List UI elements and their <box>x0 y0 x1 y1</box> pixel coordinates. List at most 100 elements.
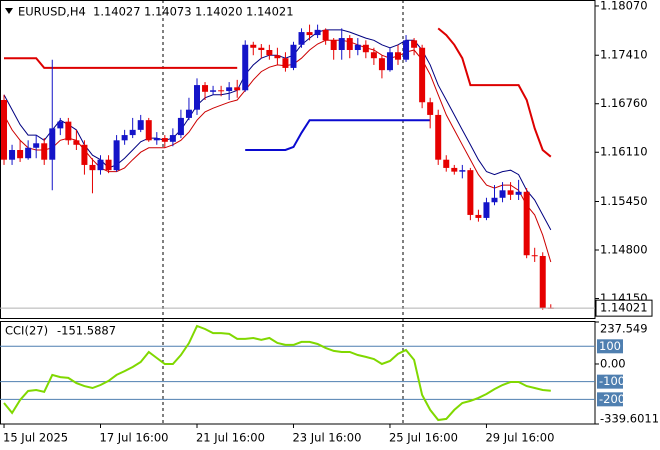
symbol: EURUSD,H4 <box>18 5 86 19</box>
candle-body <box>370 52 377 59</box>
cci-panel-frame <box>0 321 596 425</box>
candle-body <box>73 140 80 145</box>
candle-body <box>459 170 466 172</box>
candle-body <box>531 255 538 257</box>
candle-body <box>403 40 410 60</box>
level-label: -100 <box>599 374 625 388</box>
candle-body <box>177 117 184 136</box>
x-tick-label: 15 Jul 2025 <box>3 431 68 445</box>
candle-body <box>443 159 450 168</box>
candle-body <box>362 44 369 53</box>
candle-body <box>346 38 353 51</box>
candle-body <box>161 138 168 142</box>
candle-body <box>242 44 249 91</box>
candle-body <box>89 164 96 171</box>
level-label-box <box>597 339 623 354</box>
x-tick-label: 21 Jul 16:00 <box>196 431 265 445</box>
candle-body <box>395 52 402 60</box>
main-panel-frame <box>0 0 596 319</box>
last-price-label: 1.14021 <box>600 301 648 315</box>
candle-body <box>97 159 104 171</box>
level-label: -200 <box>599 392 625 406</box>
level-label-box <box>597 374 623 389</box>
y-tick-label: 1.16760 <box>600 96 648 110</box>
ohlc-high: 1.14073 <box>144 5 192 19</box>
candle-body <box>483 202 490 218</box>
candle-body <box>282 58 289 68</box>
candle-body <box>419 47 426 103</box>
x-tick-label: 25 Jul 16:00 <box>389 431 458 445</box>
candle-body <box>81 144 88 165</box>
candle-body <box>411 40 418 48</box>
candle-body <box>210 90 217 92</box>
candle-body <box>499 190 506 198</box>
x-tick-label: 29 Jul 16:00 <box>485 431 554 445</box>
candle-body <box>17 150 24 159</box>
y-tick-label: 1.17410 <box>600 48 648 62</box>
ohlc-open: 1.14027 <box>93 5 141 19</box>
candle-body <box>378 58 385 71</box>
candle-body <box>290 44 297 68</box>
candle-body <box>33 143 40 148</box>
candle-body <box>314 29 321 36</box>
candle-body <box>113 140 120 171</box>
candle-body <box>65 121 72 141</box>
candle-body <box>193 85 200 110</box>
y-tick-label: 1.14800 <box>600 243 648 257</box>
candle-body <box>539 255 546 309</box>
candle-body <box>226 87 233 92</box>
candle-body <box>507 190 514 195</box>
ohlc-low: 1.14020 <box>195 5 243 19</box>
ohlc-close: 1.14021 <box>246 5 294 19</box>
candle-body <box>330 40 337 51</box>
cci-last-value: -151.5887 <box>57 324 116 338</box>
y-tick-label: 237.549 <box>600 322 648 336</box>
candle-body <box>145 120 152 141</box>
candle-body <box>153 138 160 141</box>
candle-body <box>137 120 144 130</box>
indicator-line <box>4 27 552 158</box>
level-label-box <box>597 392 623 407</box>
y-tick-label: 1.16110 <box>600 145 648 159</box>
y-tick-label: -339.6011 <box>600 412 659 426</box>
candle-body <box>467 170 474 215</box>
y-tick-label: 0.00 <box>600 356 626 370</box>
candle-body <box>451 167 458 172</box>
candle-body <box>515 191 522 195</box>
candle-body <box>202 85 209 92</box>
x-tick-label: 23 Jul 16:00 <box>292 431 361 445</box>
candle-body <box>322 29 329 41</box>
candle-body <box>475 214 482 218</box>
candle-body <box>41 143 48 160</box>
candle-body <box>258 47 265 51</box>
candle-body <box>129 129 136 136</box>
collapse-arrow <box>5 8 13 14</box>
candle-body <box>105 159 112 171</box>
candle-body <box>306 32 313 36</box>
candle-body <box>1 100 8 160</box>
candle-body <box>25 147 32 159</box>
candle-body <box>427 102 434 115</box>
last-price-box <box>595 299 653 317</box>
candle-body <box>9 150 16 160</box>
candle-body <box>266 50 273 56</box>
candle-body <box>49 128 56 160</box>
y-tick-label: 1.18070 <box>600 0 648 12</box>
candle-body <box>121 135 128 141</box>
candle-body <box>57 121 64 129</box>
candle-body <box>169 135 176 142</box>
x-tick-label: 17 Jul 16:00 <box>100 431 169 445</box>
cci-title: CCI(27) <box>5 324 48 338</box>
candle-body <box>218 90 225 92</box>
candle-body <box>491 197 498 203</box>
candle-body <box>185 109 192 118</box>
plot-layer <box>0 24 595 422</box>
candle-body <box>386 52 393 71</box>
level-label: 100 <box>599 339 621 353</box>
candle-body <box>523 191 530 256</box>
candle-body <box>234 87 241 91</box>
candle-body <box>250 44 257 48</box>
